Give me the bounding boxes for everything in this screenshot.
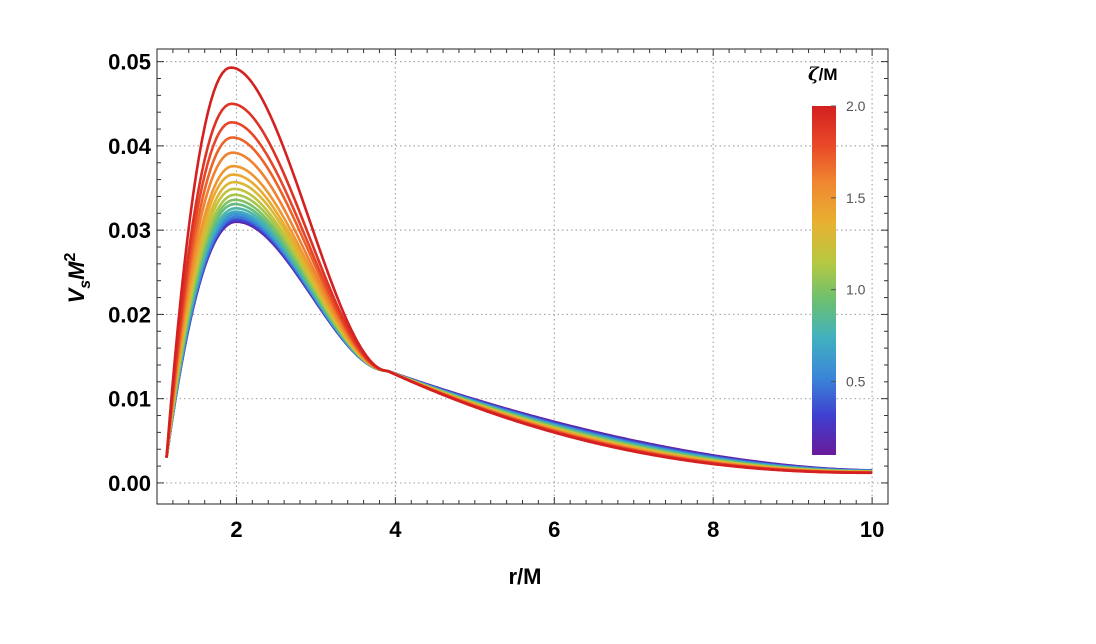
series-line-zeta-2.0 [165,66,873,475]
colorbar-title-symbol: ζ [808,64,820,85]
y-tick-label: 0.03 [108,218,151,243]
y-axis-label: VsM2 [62,252,94,303]
colorbar-gradient [812,106,836,455]
x-axis: 2 4 6 8 10 [172,49,884,542]
x-axis-label: r/M [509,564,542,589]
y-label-base: V [64,286,89,303]
y-label-mid: M [64,261,89,280]
curves [165,66,873,475]
x-tick-label: 10 [860,517,884,542]
colorbar-title-rest: /M [819,65,838,84]
y-label-subscript: s [77,280,94,289]
colorbar-title: ζ/M [808,64,838,85]
colorbar: ζ/M 0.5 1.0 1.5 2.0 [808,64,866,455]
colorbar-tick-label: 2.0 [846,98,866,114]
y-tick-label: 0.05 [108,50,151,75]
colorbar-tick-label: 0.5 [846,374,866,390]
y-tick-label: 0.02 [108,302,151,327]
x-tick-label: 8 [707,517,719,542]
y-tick-label: 0.04 [108,134,152,159]
x-tick-label: 2 [230,517,242,542]
y-axis: 0.00 0.01 0.02 0.03 0.04 0.05 [108,50,888,496]
y-tick-label: 0.00 [108,471,151,496]
colorbar-tick-label: 1.0 [846,282,866,298]
y-label-superscript: 2 [62,252,79,261]
colorbar-tick-label: 1.5 [846,190,866,206]
x-tick-label: 4 [389,517,402,542]
x-tick-label: 6 [548,517,560,542]
y-tick-label: 0.01 [108,387,151,412]
